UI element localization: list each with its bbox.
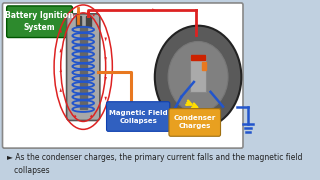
Bar xyxy=(202,62,206,70)
Circle shape xyxy=(168,41,228,112)
FancyBboxPatch shape xyxy=(3,3,243,148)
FancyArrow shape xyxy=(104,52,107,61)
FancyArrow shape xyxy=(74,112,79,118)
FancyArrow shape xyxy=(60,88,62,97)
FancyArrow shape xyxy=(60,48,62,57)
FancyArrow shape xyxy=(60,68,62,77)
FancyArrow shape xyxy=(104,33,107,41)
Bar xyxy=(76,16,81,26)
Bar xyxy=(191,55,205,60)
FancyBboxPatch shape xyxy=(107,102,170,131)
FancyBboxPatch shape xyxy=(169,109,220,136)
Text: Condenser
Charges: Condenser Charges xyxy=(174,115,216,129)
Bar xyxy=(86,16,91,26)
Text: ► As the condenser charges, the primary current falls and the magnetic field
   : ► As the condenser charges, the primary … xyxy=(7,153,302,175)
FancyArrow shape xyxy=(104,92,107,101)
FancyArrow shape xyxy=(130,118,133,128)
FancyArrow shape xyxy=(71,14,76,20)
Text: Magnetic Field
Collapses: Magnetic Field Collapses xyxy=(109,109,167,123)
Bar xyxy=(80,26,86,109)
Polygon shape xyxy=(190,55,206,92)
Circle shape xyxy=(155,26,241,128)
FancyArrow shape xyxy=(60,29,62,37)
Text: Battery Ignition
System: Battery Ignition System xyxy=(5,11,74,32)
FancyBboxPatch shape xyxy=(67,14,100,120)
FancyArrow shape xyxy=(146,8,156,11)
FancyArrow shape xyxy=(104,72,107,81)
FancyArrow shape xyxy=(90,14,95,20)
FancyArrow shape xyxy=(87,112,92,118)
FancyBboxPatch shape xyxy=(7,6,72,37)
